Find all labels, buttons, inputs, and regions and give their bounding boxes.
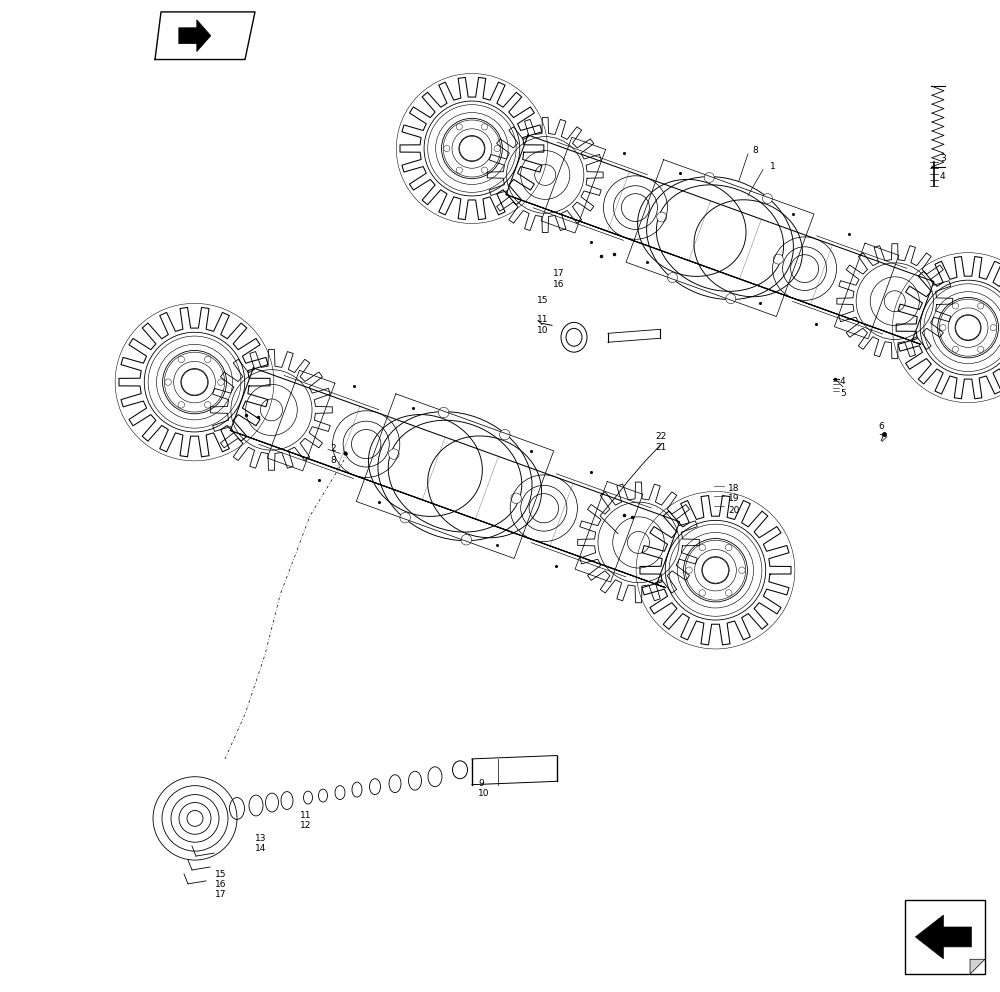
Circle shape (178, 356, 185, 363)
Text: 4: 4 (840, 377, 846, 387)
Circle shape (481, 167, 488, 174)
Text: 10: 10 (478, 789, 490, 799)
Circle shape (952, 303, 959, 310)
Circle shape (704, 173, 714, 183)
Circle shape (389, 448, 399, 459)
Polygon shape (179, 20, 211, 52)
Circle shape (668, 273, 678, 283)
Circle shape (699, 589, 706, 596)
Text: 11: 11 (300, 810, 312, 820)
Text: 9: 9 (478, 779, 484, 789)
Text: 13: 13 (255, 833, 266, 843)
Circle shape (178, 402, 185, 408)
Text: 8: 8 (752, 146, 758, 156)
Text: 21: 21 (655, 442, 666, 452)
Text: 8: 8 (330, 455, 336, 465)
Text: 6: 6 (878, 422, 884, 432)
Circle shape (978, 303, 984, 310)
Circle shape (762, 193, 772, 203)
Text: 17: 17 (215, 890, 226, 900)
Circle shape (726, 294, 736, 304)
Text: 4: 4 (940, 172, 946, 182)
Text: 10: 10 (537, 325, 548, 335)
Polygon shape (915, 915, 971, 958)
Text: 18: 18 (728, 483, 740, 493)
Text: 17: 17 (553, 269, 564, 279)
Circle shape (952, 346, 959, 352)
Text: 20: 20 (728, 506, 739, 516)
Text: 12: 12 (300, 820, 311, 830)
Circle shape (725, 545, 732, 551)
Circle shape (456, 124, 462, 130)
Circle shape (500, 430, 510, 439)
Text: 2: 2 (330, 443, 336, 453)
Circle shape (990, 324, 996, 330)
Bar (905, 900, 985, 974)
Circle shape (940, 324, 946, 330)
Text: 3: 3 (940, 154, 946, 164)
Text: 14: 14 (255, 843, 266, 853)
Circle shape (165, 379, 171, 385)
Circle shape (978, 346, 984, 352)
Text: 15: 15 (215, 870, 226, 880)
Circle shape (444, 146, 450, 152)
Text: 19: 19 (728, 494, 740, 504)
Circle shape (204, 356, 211, 363)
Circle shape (699, 545, 706, 551)
Text: 11: 11 (537, 314, 548, 324)
Circle shape (438, 408, 449, 418)
Polygon shape (970, 959, 985, 974)
Circle shape (773, 254, 783, 264)
Circle shape (686, 567, 692, 573)
Circle shape (725, 589, 732, 596)
Text: 7: 7 (878, 434, 884, 443)
Circle shape (657, 212, 667, 222)
Text: 15: 15 (537, 296, 548, 306)
Circle shape (481, 124, 488, 130)
Text: 16: 16 (215, 880, 226, 890)
Text: 22: 22 (655, 432, 666, 441)
Text: 1: 1 (770, 162, 776, 172)
Circle shape (204, 402, 211, 408)
Circle shape (218, 379, 224, 385)
Circle shape (511, 493, 521, 504)
Circle shape (739, 567, 745, 573)
Text: 16: 16 (553, 280, 564, 290)
Text: 5: 5 (840, 389, 846, 399)
Circle shape (494, 146, 500, 152)
Circle shape (400, 513, 410, 523)
Circle shape (461, 535, 472, 545)
Circle shape (456, 167, 462, 174)
